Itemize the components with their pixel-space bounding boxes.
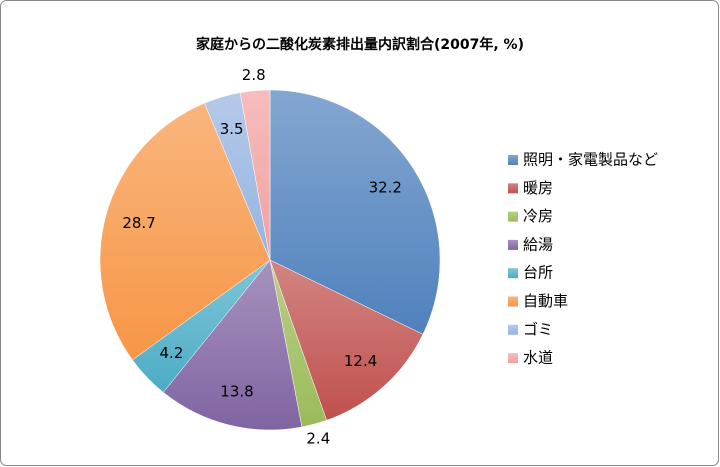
data-label: 12.4 (344, 352, 377, 370)
legend-swatch (508, 296, 518, 307)
pie-slice (269, 89, 441, 335)
legend-swatch (508, 353, 518, 364)
pie-slice (99, 102, 271, 361)
legend-label: 暖房 (523, 179, 553, 197)
pie-slice (269, 259, 424, 421)
legend-swatch (508, 324, 518, 335)
legend-label: 台所 (523, 264, 553, 282)
data-label: 13.8 (220, 382, 253, 400)
legend-swatch (508, 211, 518, 222)
chart-title: 家庭からの二酸化炭素排出量内訳割合(2007年, %) (196, 36, 524, 53)
legend-label: 給湯 (523, 235, 553, 253)
legend-label: 水道 (523, 349, 553, 367)
legend-swatch (508, 239, 518, 250)
pie-slice (162, 259, 303, 431)
legend-swatch (508, 183, 518, 194)
data-label: 28.7 (122, 214, 155, 232)
data-label: 4.2 (160, 344, 184, 362)
legend-label: 自動車 (523, 292, 568, 310)
data-label: 2.4 (306, 429, 330, 447)
legend-label: 照明・家電製品など (523, 151, 658, 169)
legend-swatch (508, 268, 518, 279)
legend-swatch (508, 155, 518, 165)
legend-label: ゴミ (523, 320, 553, 338)
data-label: 32.2 (369, 178, 402, 196)
legend-label: 冷房 (523, 207, 553, 225)
pie-slice (239, 89, 271, 261)
data-label: 3.5 (220, 120, 244, 138)
data-label: 2.8 (242, 66, 266, 84)
